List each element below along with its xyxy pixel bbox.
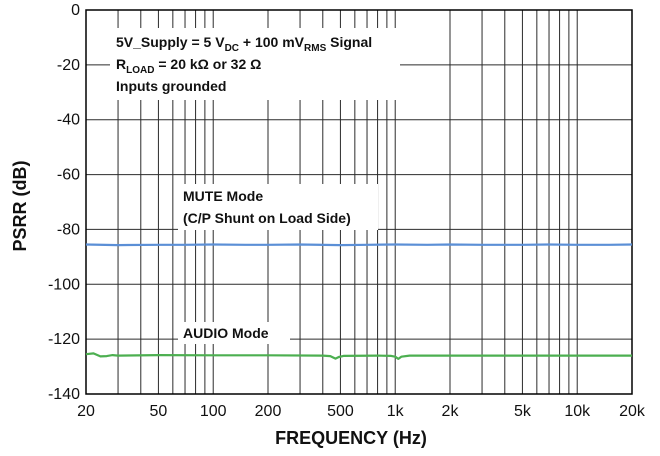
- x-tick-label: 20k: [619, 403, 646, 420]
- condition-inputs: Inputs grounded: [116, 78, 226, 94]
- x-tick-label: 10k: [564, 403, 591, 420]
- mute-annotation: MUTE Mode (C/P Shunt on Load Side): [178, 184, 378, 230]
- mute-annotation-background: [178, 184, 378, 230]
- x-tick-label: 5k: [514, 403, 532, 420]
- x-tick-label: 2k: [442, 403, 460, 420]
- x-tick-label: 200: [255, 403, 282, 420]
- plot-frame: [85, 9, 633, 395]
- y-tick-label: -100: [48, 276, 80, 293]
- y-tick-label: -40: [57, 112, 80, 129]
- mute-mode-sublabel: (C/P Shunt on Load Side): [183, 210, 351, 226]
- audio-annotation-background: [178, 322, 290, 344]
- x-axis-label: FREQUENCY (Hz): [275, 428, 427, 448]
- conditions-background: [110, 28, 400, 100]
- audio-annotation: AUDIO Mode: [178, 322, 290, 344]
- y-tick-label: -120: [48, 331, 80, 348]
- x-tick-label: 50: [150, 403, 168, 420]
- x-tick-label: 1k: [387, 403, 405, 420]
- y-tick-label: -80: [57, 221, 80, 238]
- condition-load: RLOAD = 20 kΩ or 32 Ω: [116, 56, 261, 76]
- condition-supply: 5V_Supply = 5 VDC + 100 mVRMS Signal: [116, 34, 372, 54]
- mute-mode-label: MUTE Mode: [183, 188, 263, 204]
- series-line-1: [85, 352, 632, 360]
- series-group: [85, 243, 633, 360]
- y-tick-label: -20: [57, 57, 80, 74]
- y-axis-label: PSRR (dB): [10, 161, 30, 252]
- y-tick-label: -140: [48, 386, 80, 403]
- tick-labels: 20 50 100 200 500 1k 2k 5k 10k 20k 0 -20 -40 -60 -80 -1…: [48, 2, 646, 420]
- conditions-box: 5V_Supply = 5 VDC + 100 mVRMS Signal RLO…: [110, 28, 400, 100]
- series-line-0: [85, 243, 633, 247]
- audio-mode-label: AUDIO Mode: [183, 325, 269, 341]
- y-tick-label: -60: [57, 167, 80, 184]
- x-tick-label: 500: [327, 403, 354, 420]
- y-tick-label: 0: [71, 2, 80, 19]
- x-tick-label: 20: [77, 403, 95, 420]
- x-tick-label: 100: [200, 403, 227, 420]
